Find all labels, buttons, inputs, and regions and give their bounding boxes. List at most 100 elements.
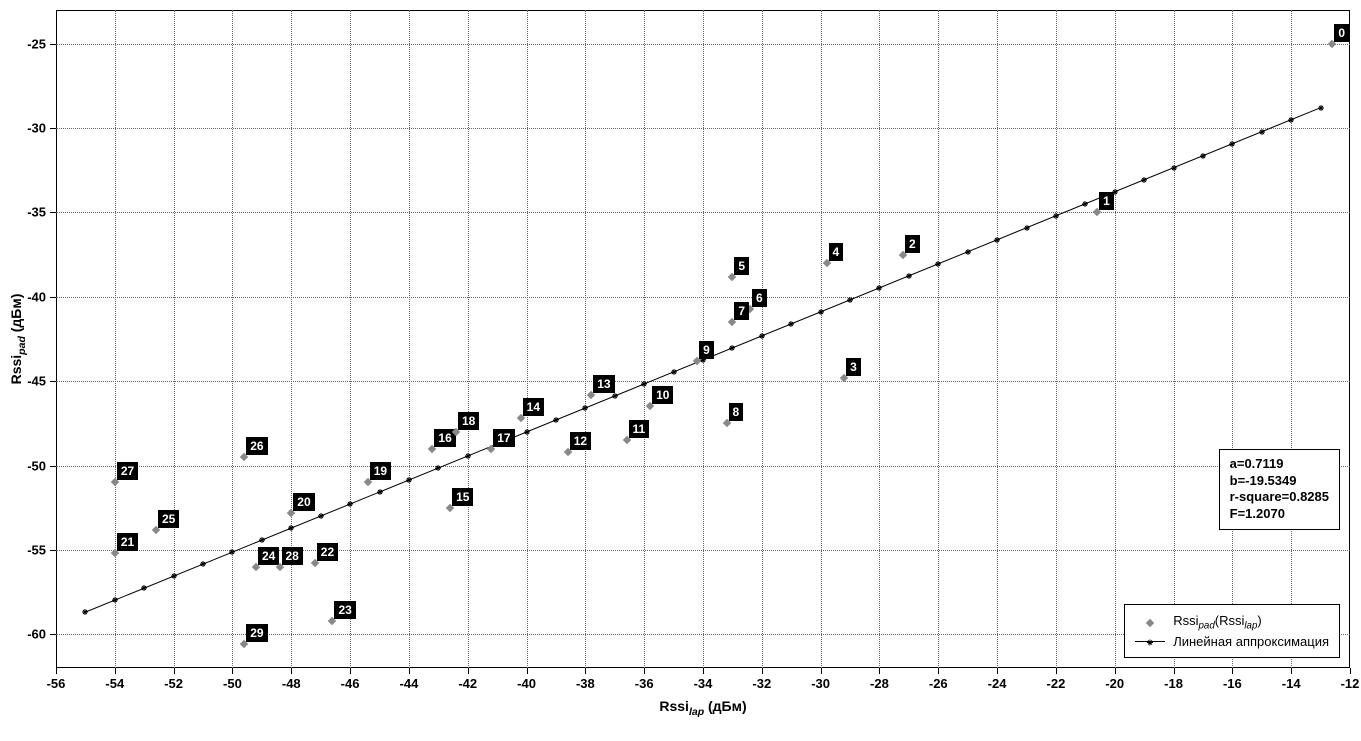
x-tick-label: -36 — [635, 676, 654, 691]
x-tick — [1174, 668, 1175, 674]
x-tick — [997, 668, 998, 674]
legend-item: Линейная аппроксимация — [1135, 634, 1329, 649]
scatter-point-label: 12 — [570, 432, 591, 450]
y-gridline — [56, 44, 1350, 45]
x-tick-label: -40 — [517, 676, 536, 691]
x-tick-label: -46 — [341, 676, 360, 691]
x-tick — [1056, 668, 1057, 674]
y-tick-label: -35 — [27, 205, 46, 220]
scatter-point-label: 29 — [246, 624, 267, 642]
x-gridline — [1115, 10, 1116, 668]
scatter-point-label: 5 — [734, 257, 749, 275]
x-gridline — [1056, 10, 1057, 668]
x-gridline — [938, 10, 939, 668]
x-tick-label: -34 — [694, 676, 713, 691]
scatter-point-label: 27 — [117, 462, 138, 480]
x-tick-label: -48 — [282, 676, 301, 691]
scatter-point-label: 21 — [117, 533, 138, 551]
scatter-point-label: 14 — [523, 398, 544, 416]
x-tick-label: -28 — [870, 676, 889, 691]
x-tick — [232, 668, 233, 674]
x-tick — [1291, 668, 1292, 674]
scatter-point-label: 7 — [734, 302, 749, 320]
x-gridline — [115, 10, 116, 668]
scatter-point-label: 24 — [258, 547, 279, 565]
x-tick — [291, 668, 292, 674]
x-gridline — [821, 10, 822, 668]
scatter-point-label: 1 — [1099, 192, 1114, 210]
stats-box: a=0.7119b=-19.5349r-square=0.8285F=1.207… — [1219, 449, 1340, 531]
x-gridline — [1232, 10, 1233, 668]
scatter-point-label: 15 — [452, 488, 473, 506]
scatter-point-label: 19 — [370, 462, 391, 480]
scatter-point-label: 2 — [905, 235, 920, 253]
x-tick — [585, 668, 586, 674]
stats-line: F=1.2070 — [1230, 506, 1329, 523]
x-tick — [821, 668, 822, 674]
x-tick — [1350, 668, 1351, 674]
scatter-point-label: 8 — [729, 403, 744, 421]
y-gridline — [56, 550, 1350, 551]
x-gridline — [232, 10, 233, 668]
x-tick — [350, 668, 351, 674]
y-tick-label: -50 — [27, 458, 46, 473]
x-tick-label: -26 — [929, 676, 948, 691]
y-gridline — [56, 381, 1350, 382]
x-gridline — [291, 10, 292, 668]
y-tick-label: -30 — [27, 121, 46, 136]
x-gridline — [527, 10, 528, 668]
y-tick-label: -40 — [27, 289, 46, 304]
x-tick — [762, 668, 763, 674]
x-gridline — [1291, 10, 1292, 668]
scatter-chart: -56-54-52-50-48-46-44-42-40-38-36-34-32-… — [0, 0, 1361, 741]
y-gridline — [56, 466, 1350, 467]
y-tick — [50, 44, 56, 45]
x-tick-label: -24 — [988, 676, 1007, 691]
scatter-point-label: 26 — [246, 437, 267, 455]
x-tick-label: -54 — [105, 676, 124, 691]
x-axis-label: Rssilap (дБм) — [659, 698, 746, 718]
x-tick-label: -18 — [1164, 676, 1183, 691]
x-gridline — [879, 10, 880, 668]
y-gridline — [56, 297, 1350, 298]
x-tick — [938, 668, 939, 674]
scatter-point-label: 4 — [829, 243, 844, 261]
y-axis-label: Rssipad (дБм) — [8, 294, 28, 385]
x-tick-label: -44 — [400, 676, 419, 691]
legend-label: Rssipad(Rssilap) — [1173, 613, 1262, 632]
y-tick — [50, 297, 56, 298]
x-gridline — [350, 10, 351, 668]
x-tick-label: -14 — [1282, 676, 1301, 691]
x-tick-label: -50 — [223, 676, 242, 691]
y-tick — [50, 466, 56, 467]
y-gridline — [56, 128, 1350, 129]
scatter-point-label: 6 — [752, 289, 767, 307]
x-tick — [56, 668, 57, 674]
x-tick — [468, 668, 469, 674]
x-tick — [174, 668, 175, 674]
x-tick-label: -56 — [47, 676, 66, 691]
x-gridline — [1174, 10, 1175, 668]
x-tick — [1232, 668, 1233, 674]
legend-symbol — [1135, 616, 1165, 630]
scatter-point-label: 11 — [629, 420, 650, 438]
x-tick-label: -12 — [1341, 676, 1360, 691]
x-tick-label: -42 — [458, 676, 477, 691]
x-tick — [1115, 668, 1116, 674]
x-gridline — [762, 10, 763, 668]
x-tick — [409, 668, 410, 674]
scatter-point-label: 3 — [846, 358, 861, 376]
y-gridline — [56, 212, 1350, 213]
y-tick-label: -45 — [27, 374, 46, 389]
y-tick-label: -25 — [27, 36, 46, 51]
scatter-point-label: 0 — [1334, 24, 1349, 42]
x-gridline — [997, 10, 998, 668]
x-gridline — [585, 10, 586, 668]
legend-label: Линейная аппроксимация — [1173, 634, 1329, 649]
x-gridline — [644, 10, 645, 668]
x-tick-label: -30 — [811, 676, 830, 691]
scatter-point-label: 13 — [593, 375, 614, 393]
stats-line: a=0.7119 — [1230, 456, 1329, 473]
scatter-point-label: 20 — [293, 493, 314, 511]
x-tick-label: -32 — [752, 676, 771, 691]
